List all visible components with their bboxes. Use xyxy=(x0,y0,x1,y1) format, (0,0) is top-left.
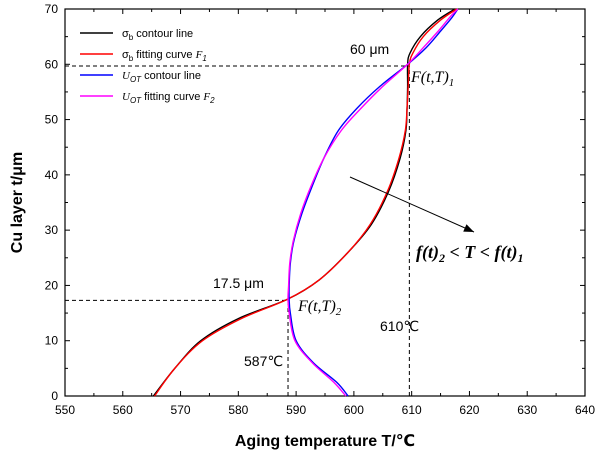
annotation-point-upper: F(t,T)1 xyxy=(410,69,454,89)
legend-label: σb contour line xyxy=(122,28,193,42)
y-axis-title: Cu layer t/μm xyxy=(9,152,26,253)
annotation-587c: 587℃ xyxy=(244,353,283,369)
x-tick-label: 570 xyxy=(171,403,191,417)
series-sigma-b-contour-line xyxy=(152,8,456,397)
point-label: F(t,T)1 xyxy=(410,69,454,89)
annotation-inequality: f(t)2 < T < f(t)1 xyxy=(416,242,523,265)
legend-item: σb fitting curve F1 xyxy=(80,49,207,63)
annotation-610c: 610℃ xyxy=(380,318,419,334)
arrow-shaft xyxy=(349,176,475,233)
x-tick-label: 640 xyxy=(575,403,595,417)
series-sigma-b-fitting-curve xyxy=(153,8,458,397)
y-tick-label: 40 xyxy=(45,168,59,182)
x-tick-label: 600 xyxy=(344,403,364,417)
legend-label: σb fitting curve F1 xyxy=(122,49,207,63)
x-tick-label: 560 xyxy=(113,403,133,417)
y-tick-label: 30 xyxy=(45,223,59,237)
series-layer xyxy=(152,8,459,397)
x-tick-label: 620 xyxy=(459,403,479,417)
x-tick-label: 580 xyxy=(228,403,248,417)
y-tick-label: 0 xyxy=(51,389,58,403)
x-tick-label: 610 xyxy=(402,403,422,417)
y-tick-label: 60 xyxy=(45,57,59,71)
axis-ticks: 550 560 570 580 590 600 610 620 630 640 0 10 20 30 40 5… xyxy=(45,2,596,417)
y-tick-label: 70 xyxy=(45,2,59,16)
inequality-arrow xyxy=(349,176,475,233)
inequality-text: f(t)2 < T < f(t)1 xyxy=(416,242,523,265)
legend-label: UOT fitting curve F2 xyxy=(122,91,215,105)
annotation-17-5um: 17.5 μm xyxy=(213,275,264,291)
legend: σb contour line σb fitting curve F1 UOT co… xyxy=(80,28,215,105)
legend-label: UOT contour line xyxy=(122,70,201,84)
x-axis-title: Aging temperature T/℃ xyxy=(235,433,415,450)
y-tick-label: 50 xyxy=(45,113,59,127)
annotation-60um: 60 μm xyxy=(350,41,389,57)
plot-border xyxy=(64,8,586,397)
y-tick-label: 20 xyxy=(45,278,59,292)
legend-item: σb contour line xyxy=(80,28,193,42)
x-tick-label: 550 xyxy=(55,403,75,417)
arrow-head xyxy=(463,224,474,232)
legend-item: UOT contour line xyxy=(80,70,201,84)
guide-lines xyxy=(65,65,410,396)
series-uot-contour-line xyxy=(288,8,459,397)
legend-item: UOT fitting curve F2 xyxy=(80,91,215,105)
point-label: F(t,T)2 xyxy=(297,298,342,318)
annotation-point-lower: F(t,T)2 xyxy=(297,298,342,318)
y-tick-label: 10 xyxy=(45,334,59,348)
x-tick-label: 590 xyxy=(286,403,306,417)
x-tick-label: 630 xyxy=(517,403,537,417)
plot-frame xyxy=(64,8,586,397)
series-uot-fitting-curve xyxy=(287,8,459,397)
